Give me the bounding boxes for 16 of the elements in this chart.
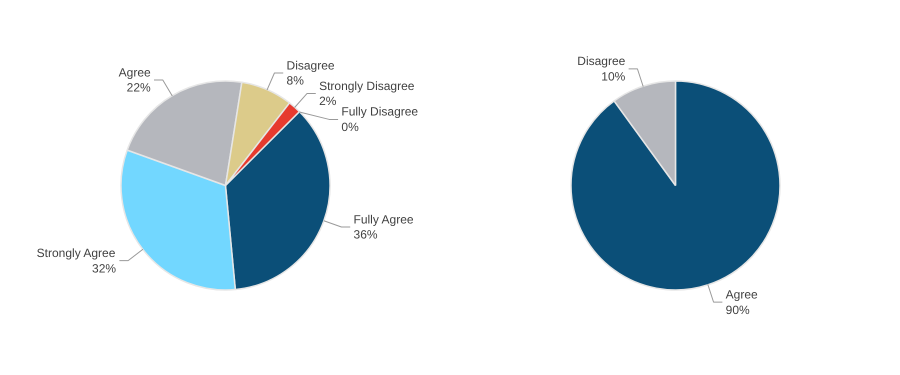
slice-label: Fully Agree: [354, 212, 414, 226]
data-label: 2%: [319, 94, 337, 108]
slice-label: Agree: [118, 65, 152, 80]
data-label: 32%: [92, 261, 116, 276]
slice-label: Strongly Disagree: [319, 78, 415, 93]
data-label: 22%: [126, 80, 152, 95]
legend-label: Fully Disagree: [341, 104, 418, 119]
data-label: 8%: [286, 74, 304, 88]
data-label: 10%: [601, 70, 626, 84]
data-label: 90%: [726, 302, 750, 317]
slice-label: Disagree: [286, 58, 335, 72]
data-label: 36%: [354, 228, 378, 242]
text: 0%: [341, 120, 359, 134]
slice-label: Agree: [726, 287, 758, 302]
slice-label: Disagree: [577, 54, 626, 68]
slice-label: Strongly Agree: [36, 246, 116, 260]
